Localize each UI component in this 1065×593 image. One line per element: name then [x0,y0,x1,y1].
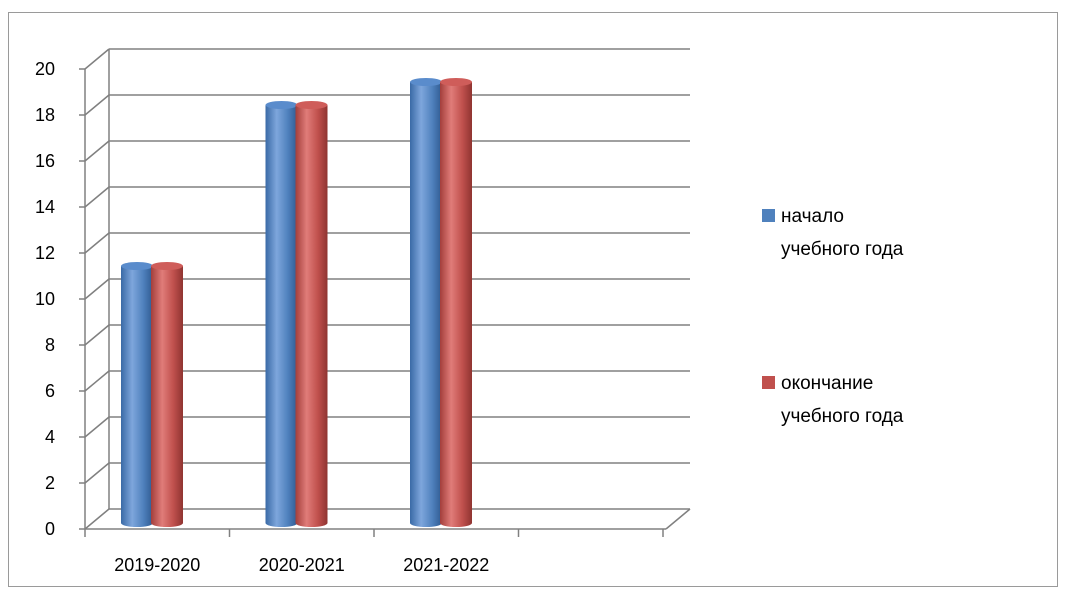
bar-series-2 [295,101,328,527]
y-tick-label: 0 [45,519,55,539]
legend-entry-series-1: начало учебного года [762,200,982,266]
gridline-side [84,416,110,438]
y-tick-label: 8 [45,335,55,355]
y-tick-label: 4 [45,427,55,447]
legend-label-series-2-line-1: окончание [781,373,874,394]
bars [121,78,472,527]
legend-swatch-series-1 [762,209,775,222]
axes [79,49,691,537]
gridline-side [84,94,110,116]
gridline-side [84,186,110,208]
legend-entry-series-2: окончание учебного года [762,367,982,433]
bar-series-1 [410,78,442,527]
legend-swatch-series-2 [762,376,775,389]
y-tick-label: 20 [35,59,55,79]
bar-series-2 [440,78,472,527]
y-tick-label: 16 [35,151,55,171]
gridline-side [84,278,110,300]
y-tick-label: 6 [45,381,55,401]
gridline-side [84,140,110,162]
gridline-side [84,462,110,484]
bar-series-1 [265,101,298,527]
y-tick-label: 14 [35,197,55,217]
legend-label-series-1-line-1: начало [781,206,844,227]
x-tick-labels: 2019-2020 2020-2021 2021-2022 [114,555,489,575]
gridline-side [84,324,110,346]
y-tick-labels: 0 2 4 6 8 10 12 14 16 18 20 [35,59,55,539]
x-tick-label: 2019-2020 [114,555,200,575]
gridline-side [84,508,110,530]
grid-lines [84,48,690,530]
gridline-side [84,48,110,70]
gridline-side [84,232,110,254]
y-tick-label: 18 [35,105,55,125]
legend-label-series-2-line-2: учебного года [781,406,904,427]
floor-edge [665,508,691,530]
y-tick-label: 2 [45,473,55,493]
x-tick-label: 2020-2021 [259,555,345,575]
bar-series-2 [151,262,183,527]
y-tick-label: 10 [35,289,55,309]
gridline-side [84,370,110,392]
x-tick-label: 2021-2022 [403,555,489,575]
y-tick-label: 12 [35,243,55,263]
legend-label-series-1-line-2: учебного года [781,239,904,260]
bar-series-1 [121,262,153,527]
